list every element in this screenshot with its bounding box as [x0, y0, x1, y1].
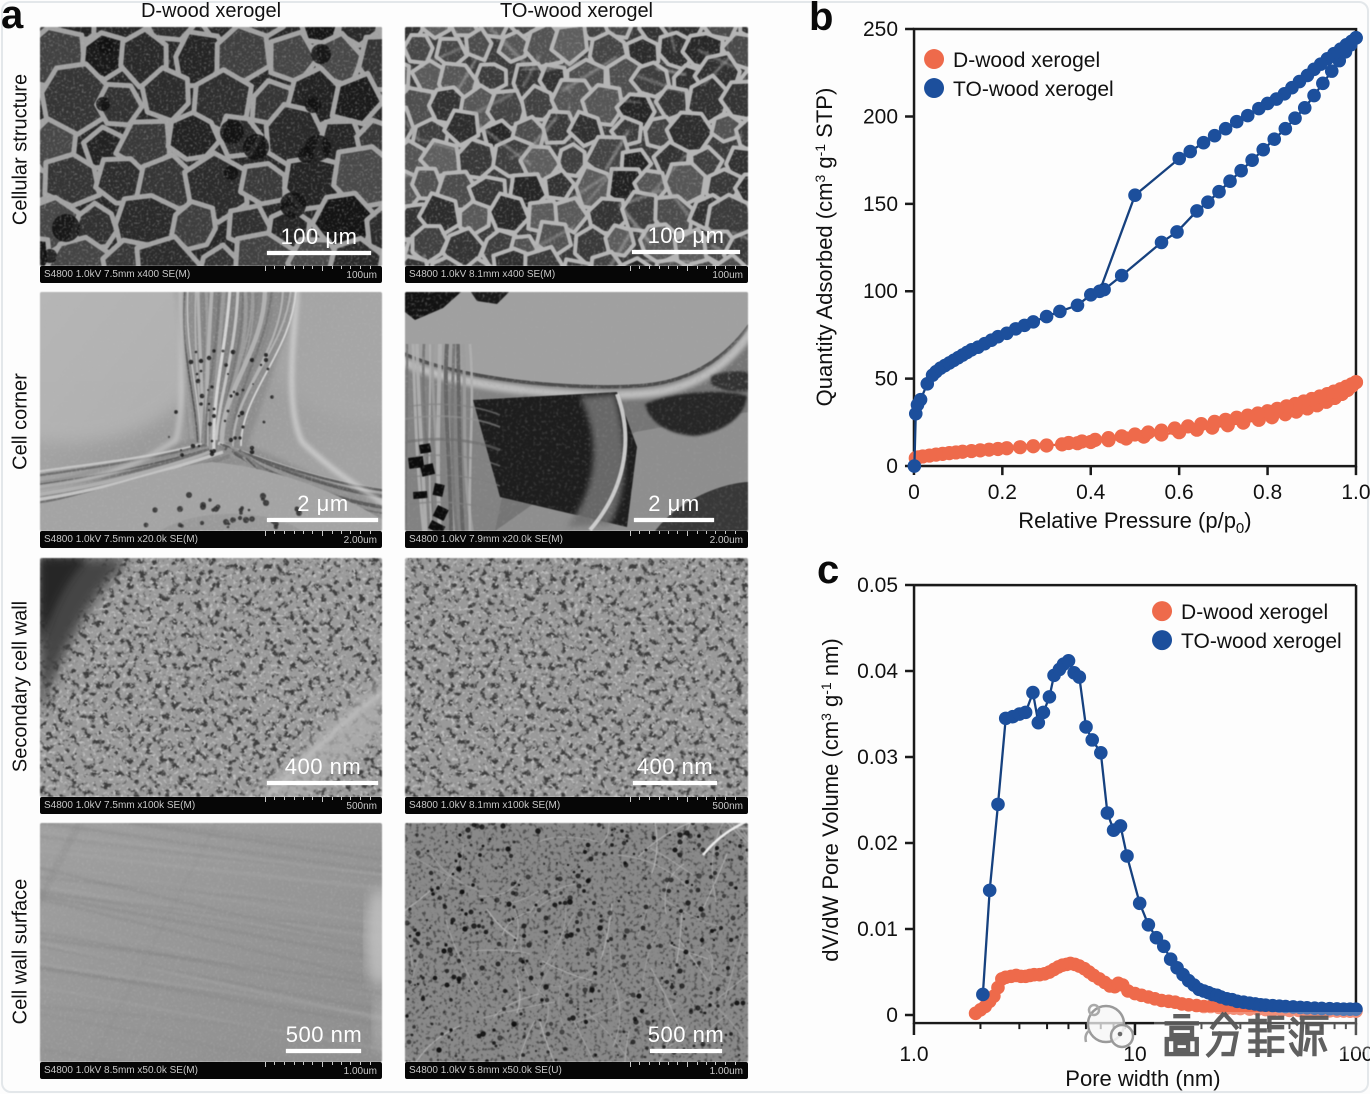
svg-text:1.0: 1.0 — [1341, 481, 1370, 504]
svg-text:0.01: 0.01 — [857, 918, 898, 941]
svg-text:0.4: 0.4 — [1076, 481, 1106, 504]
svg-text:200: 200 — [863, 105, 898, 128]
svg-text:Relative Pressure (p/p0): Relative Pressure (p/p0) — [1018, 508, 1251, 537]
svg-text:150: 150 — [863, 193, 898, 216]
svg-text:Quantity Adsorbed (cm3 g-1 STP: Quantity Adsorbed (cm3 g-1 STP) — [812, 88, 837, 407]
svg-text:D-wood xerogel: D-wood xerogel — [1181, 601, 1328, 624]
svg-text:0: 0 — [908, 481, 920, 504]
svg-text:0.2: 0.2 — [988, 481, 1017, 504]
svg-text:D-wood xerogel: D-wood xerogel — [953, 49, 1100, 72]
svg-text:0.8: 0.8 — [1253, 481, 1282, 504]
svg-text:0.03: 0.03 — [857, 746, 898, 769]
svg-text:100: 100 — [1338, 1043, 1370, 1066]
svg-text:0.6: 0.6 — [1165, 481, 1194, 504]
svg-text:0.04: 0.04 — [857, 660, 898, 683]
svg-text:dV/dW Pore Volume (cm3 g-1 nm): dV/dW Pore Volume (cm3 g-1 nm) — [818, 638, 843, 961]
svg-text:0: 0 — [886, 1004, 898, 1027]
svg-text:0.02: 0.02 — [857, 832, 898, 855]
svg-text:TO-wood xerogel: TO-wood xerogel — [953, 78, 1114, 101]
svg-text:0: 0 — [886, 455, 898, 478]
svg-text:10: 10 — [1123, 1043, 1146, 1066]
svg-text:0.05: 0.05 — [857, 574, 898, 597]
svg-text:Pore width (nm): Pore width (nm) — [1065, 1066, 1220, 1091]
svg-text:1.0: 1.0 — [899, 1043, 928, 1066]
svg-text:TO-wood xerogel: TO-wood xerogel — [1181, 630, 1342, 653]
svg-text:250: 250 — [863, 18, 898, 41]
svg-text:50: 50 — [875, 368, 898, 391]
svg-text:100: 100 — [863, 280, 898, 303]
